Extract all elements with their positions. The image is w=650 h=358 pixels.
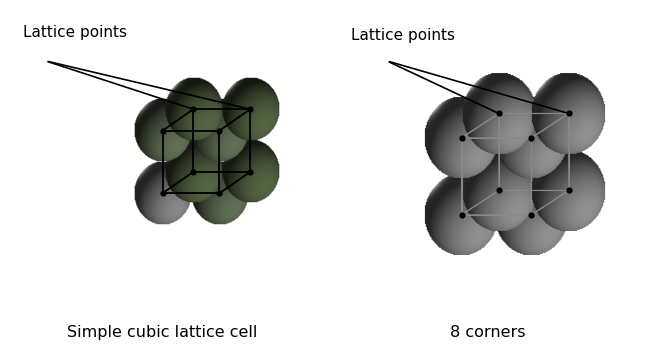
Polygon shape — [499, 113, 569, 190]
Text: Lattice points: Lattice points — [23, 25, 127, 40]
Text: Lattice points: Lattice points — [351, 28, 455, 43]
Text: Simple cubic lattice cell: Simple cubic lattice cell — [68, 325, 257, 340]
Polygon shape — [462, 113, 499, 215]
Polygon shape — [532, 113, 569, 215]
Polygon shape — [462, 113, 569, 138]
Polygon shape — [462, 138, 532, 215]
Text: 8 corners: 8 corners — [450, 325, 525, 340]
Polygon shape — [462, 190, 569, 215]
